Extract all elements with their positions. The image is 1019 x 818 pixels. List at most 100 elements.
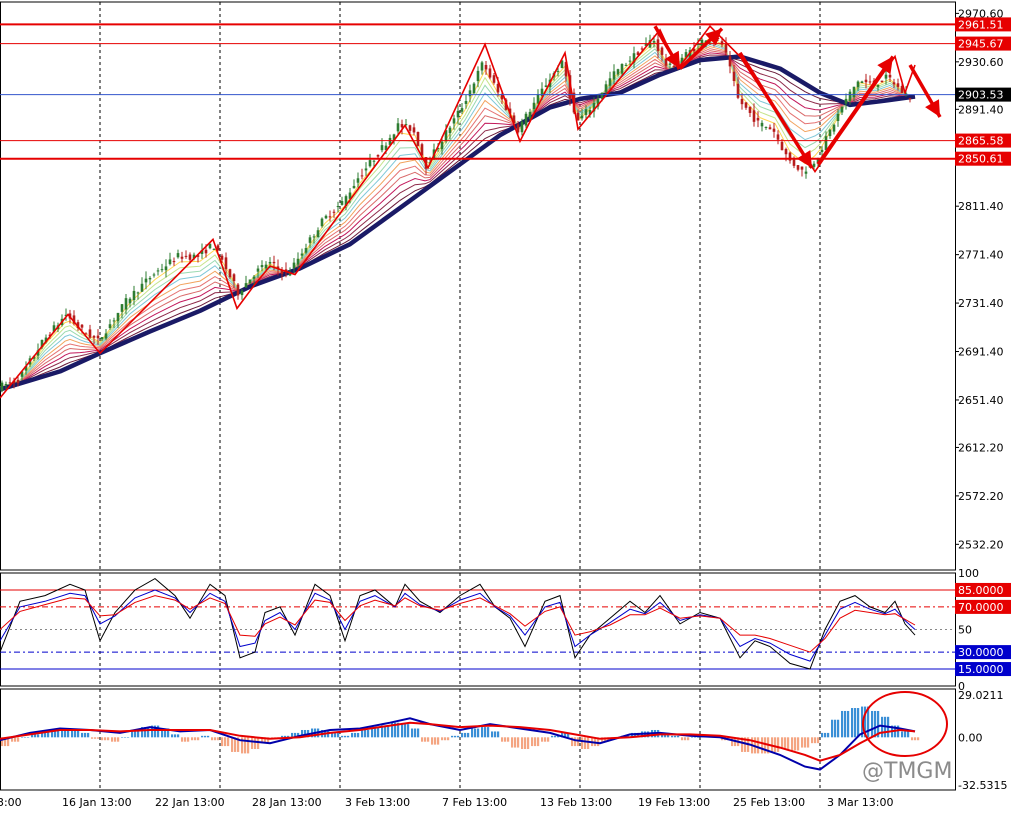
- macd-histogram-bar: [91, 737, 94, 739]
- macd-histogram-bar: [521, 737, 524, 750]
- candle-body: [700, 39, 704, 47]
- candle-body: [356, 178, 360, 183]
- candle-body: [104, 333, 108, 339]
- candle-body: [192, 254, 196, 259]
- macd-histogram-bar: [597, 737, 600, 747]
- macd-histogram-bar: [817, 737, 820, 744]
- candle-body: [300, 253, 304, 256]
- price-tick-label: 2651.40: [958, 394, 1004, 407]
- price-tick-label: 2930.60: [958, 56, 1004, 69]
- macd-histogram-bar: [427, 737, 430, 742]
- candle-body: [612, 71, 616, 80]
- candle-body: [64, 314, 68, 317]
- macd-histogram-bar: [514, 737, 517, 748]
- candle-body: [120, 304, 124, 312]
- candle-body: [112, 320, 116, 322]
- macd-histogram-bar: [527, 737, 530, 750]
- price-tick-label: 2891.40: [958, 103, 1004, 116]
- candle-body: [544, 85, 548, 88]
- candle-body: [832, 124, 836, 132]
- candle-body: [408, 125, 412, 131]
- macd-histogram-bar: [494, 731, 497, 738]
- macd-histogram-bar: [167, 728, 170, 738]
- candle-body: [4, 383, 8, 385]
- candle-body: [852, 86, 856, 98]
- macd-histogram-bar: [281, 735, 284, 738]
- macd-histogram-bar: [347, 735, 350, 738]
- stoch-level-box: [955, 582, 1011, 597]
- macd-histogram-bar: [1, 737, 4, 747]
- candle-body: [400, 124, 404, 128]
- candle-body: [828, 129, 832, 137]
- macd-histogram-bar: [111, 737, 114, 742]
- macd-histogram-bar: [257, 737, 260, 750]
- candle-body: [368, 160, 372, 167]
- x-tick-label: 16 Jan 13:00: [62, 796, 132, 809]
- macd-histogram-bar: [571, 737, 574, 747]
- candle-body: [732, 71, 736, 82]
- macd-histogram-bar: [914, 737, 917, 741]
- candle-body: [80, 324, 84, 328]
- candle-body: [564, 62, 568, 77]
- macd-histogram-bar: [297, 732, 300, 738]
- macd-histogram-bar: [354, 732, 357, 738]
- macd-histogram-bar: [244, 737, 247, 754]
- candle-body: [724, 43, 728, 53]
- macd-histogram-bar: [577, 737, 580, 747]
- candle-body: [372, 160, 376, 162]
- macd-histogram-bar: [384, 725, 387, 738]
- trend-arrow-shaft: [816, 55, 895, 166]
- candle-body: [168, 259, 172, 265]
- macd-histogram-bar: [217, 737, 220, 741]
- stoch-series-line-1: [0, 589, 916, 662]
- candle-body: [8, 382, 12, 384]
- macd-histogram-bar: [67, 728, 70, 738]
- candle-body: [340, 201, 344, 205]
- candle-body: [756, 117, 760, 121]
- candle-body: [640, 48, 644, 50]
- candle-body: [896, 83, 900, 87]
- macd-histogram-bar: [381, 725, 384, 738]
- price-level-box: [955, 151, 1011, 166]
- candle-body: [248, 279, 252, 284]
- stoch-level-box: [955, 599, 1011, 614]
- candle-body: [876, 84, 880, 87]
- candle-body: [0, 382, 4, 391]
- macd-histogram-bar: [121, 737, 124, 738]
- candle-body: [456, 110, 460, 118]
- candle-body: [604, 84, 608, 92]
- macd-histogram-bar: [124, 737, 127, 738]
- stoch-series-line-2: [0, 595, 916, 653]
- stoch-tick-label: 100: [958, 567, 979, 580]
- candle-body: [332, 211, 336, 213]
- macd-histogram-bar: [757, 737, 760, 754]
- stoch-tick-label: 50: [958, 624, 972, 637]
- candle-body: [492, 75, 496, 83]
- candle-body: [660, 47, 664, 55]
- candle-body: [608, 78, 612, 86]
- macd-histogram-bar: [834, 719, 837, 738]
- macd-histogram-bar: [774, 737, 777, 752]
- macd-histogram-bar: [137, 731, 140, 738]
- candle-body: [292, 262, 296, 269]
- candle-body: [596, 98, 600, 107]
- macd-histogram-bar: [684, 737, 687, 741]
- macd-histogram-bar: [161, 728, 164, 738]
- macd-histogram-bar: [854, 708, 857, 738]
- macd-histogram-bar: [227, 737, 230, 747]
- candle-body: [592, 102, 596, 112]
- candle-body: [644, 43, 648, 46]
- macd-histogram-bar: [451, 735, 454, 738]
- macd-histogram-bar: [287, 735, 290, 738]
- macd-histogram-bar: [31, 734, 34, 738]
- macd-histogram-bar: [547, 737, 550, 742]
- candle-body: [560, 60, 564, 69]
- macd-histogram-bar: [484, 727, 487, 738]
- macd-histogram-bar: [421, 737, 424, 742]
- trend-arrow-head: [796, 150, 812, 168]
- candle-body: [812, 163, 816, 167]
- candle-body: [772, 128, 776, 132]
- macd-histogram-bar: [101, 737, 104, 741]
- x-tick-label: 10 Jan 13:00: [0, 796, 22, 809]
- macd-histogram-bar: [457, 735, 460, 738]
